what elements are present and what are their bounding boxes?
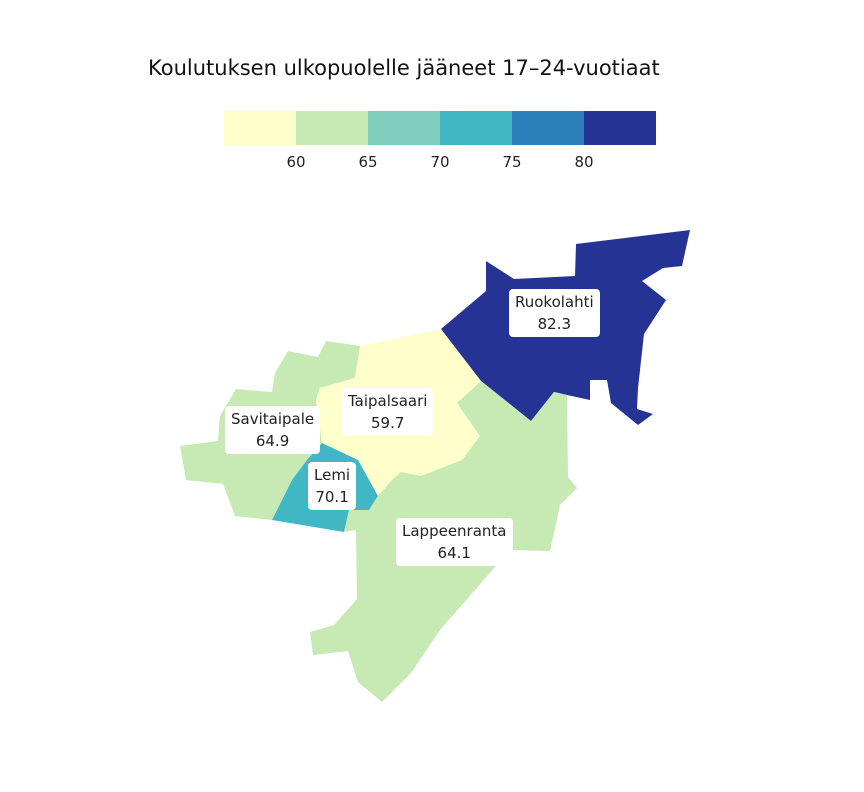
label-lemi-name: Lemi [314, 466, 351, 484]
legend-swatch-5 [512, 111, 584, 145]
legend-swatch-2 [296, 111, 368, 145]
legend-tick-65: 65 [358, 153, 378, 171]
label-taipalsaari-name: Taipalsaari [348, 392, 428, 410]
label-lemi: Lemi 70.1 [308, 462, 357, 510]
legend-swatch-6 [584, 111, 656, 145]
label-taipalsaari-value: 59.7 [371, 414, 405, 432]
legend-tick-80: 80 [574, 153, 594, 171]
label-lappeenranta-value: 64.1 [437, 544, 471, 562]
label-lappeenranta: Lappeenranta 64.1 [396, 518, 513, 566]
label-ruokolahti-name: Ruokolahti [515, 293, 594, 311]
label-savitaipale-name: Savitaipale [231, 410, 315, 428]
legend-tick-70: 70 [430, 153, 450, 171]
legend-tick-60: 60 [286, 153, 306, 171]
label-lappeenranta-name: Lappeenranta [402, 522, 507, 540]
label-savitaipale-value: 64.9 [255, 432, 290, 450]
color-legend [224, 111, 656, 145]
legend-tick-75: 75 [502, 153, 522, 171]
label-ruokolahti: Ruokolahti 82.3 [509, 289, 600, 337]
map-title: Koulutuksen ulkopuolelle jääneet 17–24-v… [148, 56, 660, 80]
label-taipalsaari: Taipalsaari 59.7 [342, 388, 434, 436]
label-lemi-value: 70.1 [315, 488, 349, 506]
legend-swatch-3 [368, 111, 440, 145]
label-savitaipale: Savitaipale 64.9 [225, 406, 321, 454]
legend-swatch-4 [440, 111, 512, 145]
legend-swatch-1 [224, 111, 296, 145]
label-ruokolahti-value: 82.3 [537, 315, 572, 333]
